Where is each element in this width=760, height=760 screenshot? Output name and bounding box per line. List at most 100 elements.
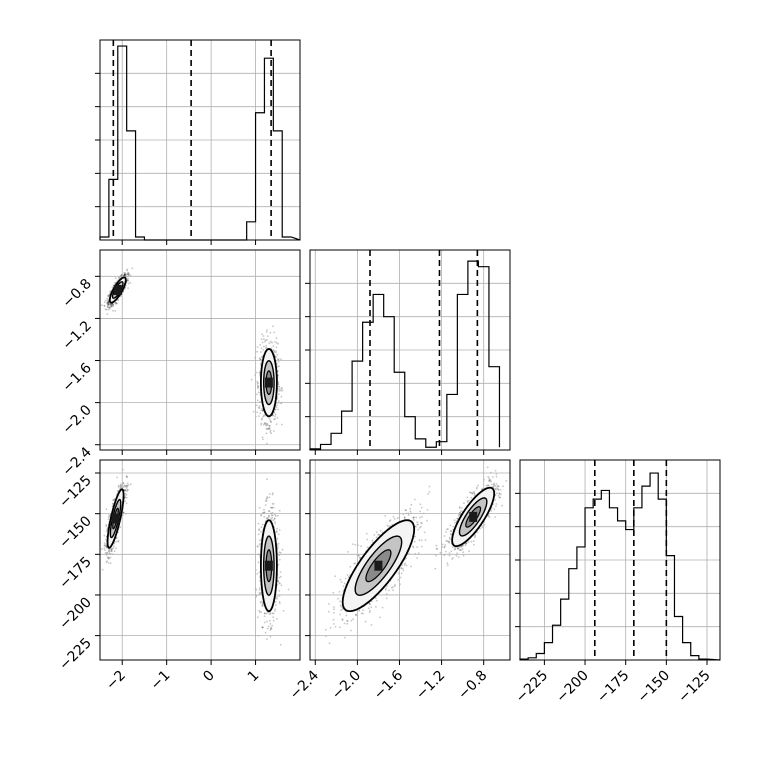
sample-point bbox=[256, 399, 259, 402]
sample-point bbox=[266, 497, 268, 499]
sample-point bbox=[421, 545, 423, 548]
sample-point bbox=[266, 517, 269, 520]
sample-point bbox=[272, 612, 275, 615]
sample-point bbox=[347, 576, 350, 578]
sample-point bbox=[270, 347, 273, 349]
sample-point bbox=[260, 347, 263, 349]
sample-point bbox=[275, 356, 278, 358]
sample-point bbox=[112, 303, 115, 306]
sample-point bbox=[367, 607, 370, 610]
sample-point bbox=[423, 531, 426, 534]
sample-point bbox=[268, 417, 271, 420]
sample-point bbox=[109, 303, 111, 305]
sample-point bbox=[260, 424, 262, 426]
sample-point bbox=[261, 626, 264, 628]
sample-point bbox=[276, 527, 278, 530]
sample-point bbox=[107, 308, 110, 311]
sample-point bbox=[498, 496, 501, 499]
sample-point bbox=[264, 621, 266, 624]
sample-point bbox=[103, 304, 106, 307]
sample-point bbox=[268, 424, 271, 427]
sample-point bbox=[103, 547, 106, 550]
sample-point bbox=[108, 306, 110, 309]
sample-point bbox=[461, 548, 464, 550]
sample-point bbox=[333, 623, 335, 625]
sample-point bbox=[105, 308, 108, 311]
sample-point bbox=[256, 546, 259, 548]
sample-point bbox=[462, 554, 465, 557]
sample-point bbox=[261, 333, 263, 336]
sample-point bbox=[476, 531, 479, 533]
sample-point bbox=[267, 427, 270, 430]
sample-point bbox=[436, 548, 439, 551]
sample-point bbox=[515, 465, 517, 467]
sample-point bbox=[278, 533, 280, 536]
sample-point bbox=[106, 306, 109, 309]
sample-point bbox=[415, 516, 418, 519]
sample-point bbox=[379, 529, 382, 532]
sample-point bbox=[327, 610, 330, 613]
sample-point bbox=[105, 545, 108, 548]
sample-point bbox=[497, 484, 499, 487]
sample-point bbox=[494, 516, 496, 518]
sample-point bbox=[412, 516, 415, 519]
sample-point bbox=[112, 499, 115, 502]
sample-point bbox=[339, 600, 341, 603]
sample-point bbox=[126, 484, 128, 487]
sample-point bbox=[124, 485, 127, 487]
sample-point bbox=[103, 301, 106, 303]
sample-point bbox=[344, 636, 346, 639]
sample-point bbox=[122, 486, 125, 489]
sample-point bbox=[257, 522, 260, 525]
sample-point bbox=[273, 506, 275, 509]
sample-point bbox=[111, 502, 114, 505]
sample-point bbox=[426, 509, 429, 511]
sample-point bbox=[386, 585, 388, 587]
sample-point bbox=[446, 562, 449, 564]
sample-point bbox=[252, 410, 255, 413]
sample-point bbox=[127, 282, 130, 285]
sample-point bbox=[265, 498, 268, 500]
sample-point bbox=[105, 546, 108, 549]
sample-point bbox=[266, 335, 269, 337]
sample-point bbox=[258, 589, 261, 591]
sample-point bbox=[394, 584, 396, 586]
sample-point bbox=[405, 509, 407, 512]
sample-point bbox=[277, 358, 280, 361]
sample-point bbox=[109, 556, 112, 559]
sample-point bbox=[125, 502, 128, 505]
sample-point bbox=[109, 290, 111, 293]
sample-point bbox=[127, 272, 130, 274]
sample-point bbox=[458, 513, 461, 516]
sample-point bbox=[341, 608, 344, 611]
sample-point bbox=[268, 619, 271, 622]
sample-point bbox=[346, 622, 349, 625]
sample-point bbox=[279, 602, 281, 605]
sample-point bbox=[117, 299, 119, 302]
sample-point bbox=[342, 585, 345, 588]
sample-point bbox=[107, 304, 110, 306]
sample-point bbox=[260, 351, 262, 353]
sample-point bbox=[268, 613, 271, 616]
sample-point bbox=[262, 511, 264, 514]
sample-point bbox=[269, 431, 272, 433]
sample-point bbox=[126, 482, 129, 485]
sample-point bbox=[280, 389, 282, 392]
sample-point bbox=[368, 603, 371, 605]
sample-point bbox=[259, 358, 262, 361]
sample-point bbox=[365, 532, 368, 535]
sample-point bbox=[274, 355, 277, 357]
sample-point bbox=[400, 572, 403, 575]
sample-point bbox=[266, 423, 269, 425]
sample-point bbox=[265, 422, 267, 425]
sample-point bbox=[110, 304, 113, 307]
sample-point bbox=[418, 526, 421, 529]
sample-point bbox=[275, 515, 277, 517]
sample-point bbox=[258, 357, 261, 360]
sample-point bbox=[264, 347, 267, 349]
sample-point bbox=[269, 340, 272, 343]
sample-point bbox=[276, 353, 279, 356]
sample-point bbox=[104, 552, 107, 554]
sample-point bbox=[115, 302, 117, 305]
sample-point bbox=[260, 611, 263, 613]
